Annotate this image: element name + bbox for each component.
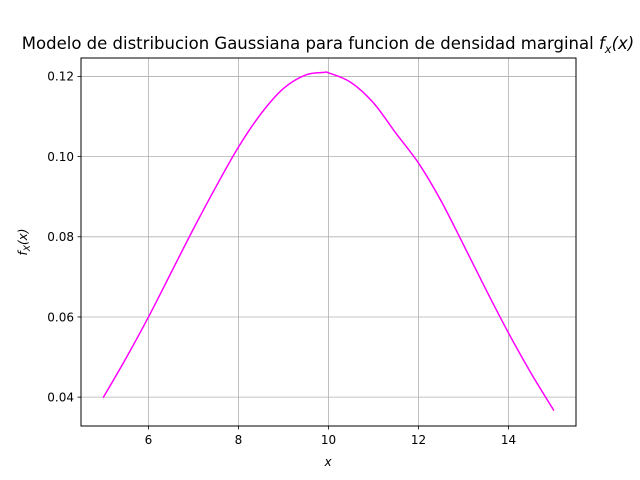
- x-tick-label: 8: [235, 433, 243, 447]
- y-axis-label: fX(x): [16, 229, 33, 256]
- y-tick-label: 0.06: [47, 310, 74, 324]
- y-axis-ticks: 0.04 0.06 0.08 0.10 0.12: [47, 70, 81, 404]
- y-tick-label: 0.12: [47, 70, 74, 84]
- grid: [81, 58, 576, 426]
- x-axis-label: x: [323, 455, 332, 469]
- series-line: [102, 71, 555, 412]
- y-tick-label: 0.04: [47, 390, 74, 404]
- x-tick-label: 12: [411, 433, 426, 447]
- x-axis-ticks: 6 8 10 12 14: [145, 426, 516, 447]
- x-tick-label: 6: [145, 433, 153, 447]
- x-tick-label: 10: [321, 433, 336, 447]
- y-tick-label: 0.10: [47, 150, 74, 164]
- x-tick-label: 14: [501, 433, 516, 447]
- y-tick-label: 0.08: [47, 230, 74, 244]
- chart-title: Modelo de distribucion Gaussiana para fu…: [22, 34, 634, 56]
